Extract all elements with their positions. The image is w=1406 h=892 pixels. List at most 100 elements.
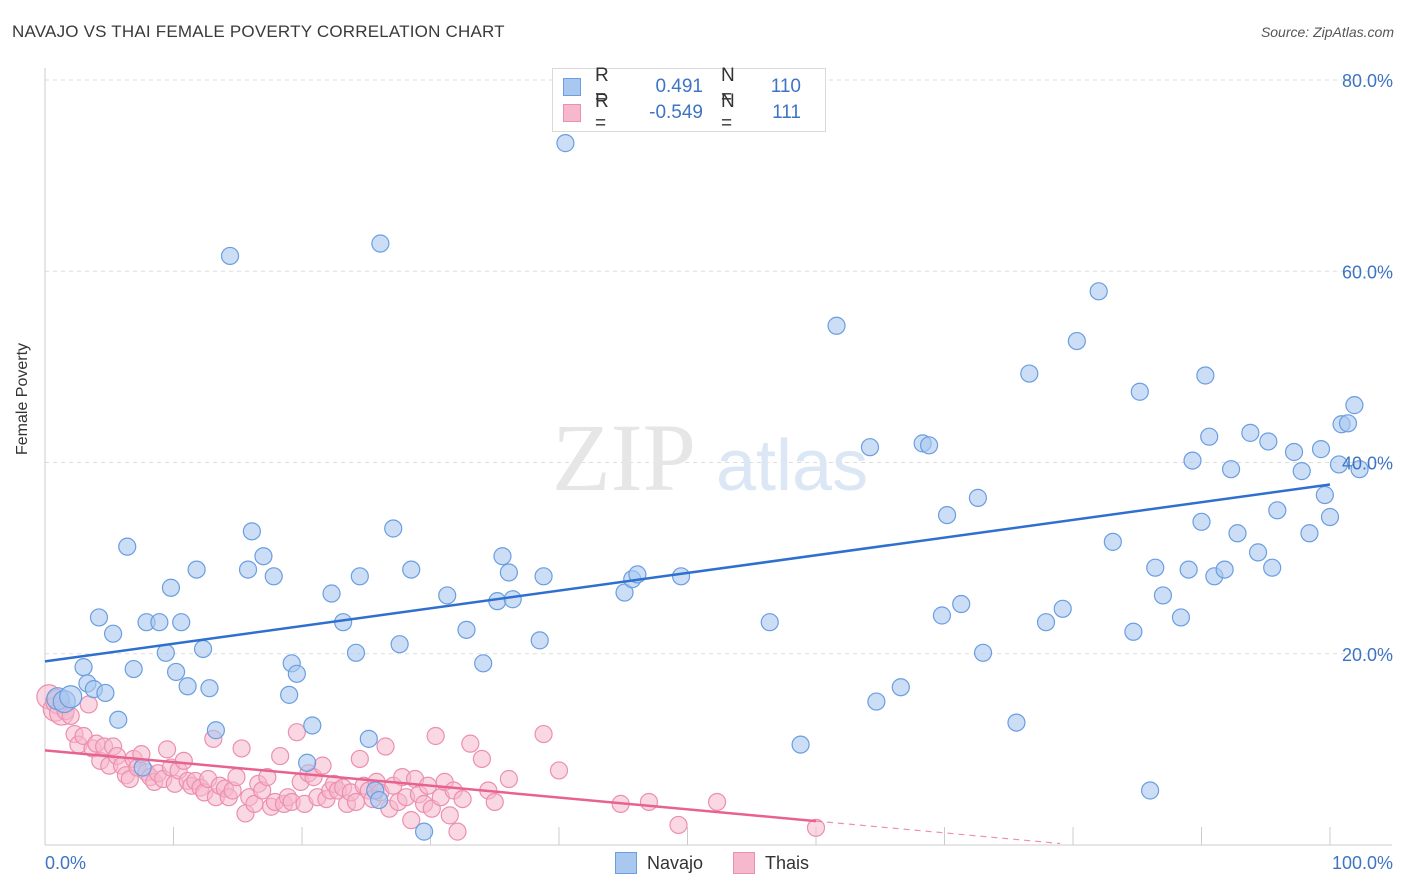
navajo-point xyxy=(1200,427,1219,446)
navajo-point xyxy=(109,710,128,729)
navajo-point xyxy=(1329,455,1349,474)
thai-point xyxy=(232,739,251,758)
navajo-point xyxy=(1263,558,1282,577)
navajo-point xyxy=(919,436,939,455)
thai-point xyxy=(461,734,480,753)
trend-lines xyxy=(44,483,1331,845)
navajo-point xyxy=(937,505,957,525)
navajo-point xyxy=(860,438,880,457)
navajo-point xyxy=(968,488,988,507)
navajo-point xyxy=(414,822,434,841)
navajo-point xyxy=(172,613,191,632)
navajo-point xyxy=(238,560,258,579)
navajo-point xyxy=(1259,432,1278,451)
x-tick-label-min: 0.0% xyxy=(45,853,86,873)
navajo-point xyxy=(124,659,143,679)
navajo-point xyxy=(1036,613,1056,632)
navajo-point xyxy=(104,624,123,643)
y-tick-label: 20.0% xyxy=(1342,645,1393,665)
tick-labels: 20.0% 40.0% 60.0% 80.0% 0.0% 100.0% xyxy=(45,71,1393,873)
navajo-point xyxy=(973,643,993,662)
navajo-point xyxy=(671,567,691,586)
legend-swatch-navajo xyxy=(563,78,581,96)
legend-item-navajo[interactable]: Navajo xyxy=(615,852,703,874)
navajo-point xyxy=(1315,485,1334,505)
navajo-point xyxy=(1130,382,1149,401)
navajo-point xyxy=(1153,586,1173,605)
legend-swatch-thais xyxy=(733,852,756,874)
navajo-point xyxy=(1311,440,1331,459)
navajo-point xyxy=(534,567,553,586)
series-legend: Navajo Thais xyxy=(615,852,839,874)
chart-title: NAVAJO VS THAI FEMALE POVERTY CORRELATIO… xyxy=(12,22,505,41)
watermark: ZIP atlas xyxy=(552,404,868,511)
navajo-point xyxy=(1196,366,1215,385)
thai-point xyxy=(376,737,395,756)
watermark-atlas: atlas xyxy=(716,426,868,506)
navajo-point xyxy=(438,586,457,605)
navajo-point xyxy=(359,729,378,748)
navajo-points xyxy=(46,134,1369,841)
legend-item-thais[interactable]: Thais xyxy=(733,852,809,874)
navajo-point xyxy=(932,606,952,625)
navajo-point xyxy=(1103,532,1122,551)
navajo-point xyxy=(89,608,109,627)
navajo-point xyxy=(166,662,186,682)
y-tick-label: 40.0% xyxy=(1342,454,1393,474)
thai-point xyxy=(485,792,504,812)
navajo-point xyxy=(242,522,261,541)
navajo-point xyxy=(150,613,169,632)
navajo-point xyxy=(1292,462,1311,481)
navajo-point xyxy=(384,519,403,538)
navajo-point xyxy=(187,560,206,579)
navajo-point xyxy=(1228,524,1247,543)
legend-n-value: 110 xyxy=(770,76,801,97)
thai-point xyxy=(258,768,277,787)
legend-label-navajo: Navajo xyxy=(647,852,704,873)
thai-point xyxy=(549,761,569,780)
navajo-point xyxy=(287,664,306,683)
navajo-point xyxy=(371,234,390,253)
navajo-point xyxy=(118,537,137,556)
navajo-point xyxy=(1345,396,1364,415)
navajo-point xyxy=(1067,331,1086,351)
thai-point xyxy=(174,751,193,770)
navajo-point xyxy=(499,563,518,582)
thai-point xyxy=(79,695,98,714)
thai-point xyxy=(227,768,246,787)
navajo-point xyxy=(133,758,152,777)
navajo-point xyxy=(1183,451,1202,470)
navajo-point xyxy=(1241,423,1260,442)
y-tick-label: 80.0% xyxy=(1342,71,1393,91)
navajo-point xyxy=(193,639,213,659)
navajo-point xyxy=(298,753,317,772)
navajo-point xyxy=(322,584,341,603)
thai-point xyxy=(287,723,306,742)
navajo-point xyxy=(220,246,240,266)
navajo-point xyxy=(1171,608,1191,627)
thai-trend-line xyxy=(44,749,817,823)
navajo-point xyxy=(1007,713,1026,732)
navajo-point xyxy=(1179,560,1198,579)
thai-trend-extension xyxy=(815,820,1061,845)
navajo-point xyxy=(161,578,181,597)
legend-r-value: -0.549 xyxy=(649,102,703,123)
legend-r-value: 0.491 xyxy=(655,76,703,97)
legend-n-value: 111 xyxy=(772,102,801,123)
navajo-point xyxy=(346,643,366,662)
legend-swatch-thai xyxy=(563,104,581,122)
navajo-trend-line xyxy=(44,483,1331,663)
navajo-point xyxy=(59,685,83,709)
navajo-point xyxy=(615,583,634,602)
thai-points xyxy=(36,684,826,841)
legend-row-navajo: R = 0.491 N = 110 xyxy=(563,65,801,108)
navajo-point xyxy=(200,679,219,698)
thai-point xyxy=(440,806,459,825)
thai-point xyxy=(350,749,369,769)
navajo-point xyxy=(1089,282,1108,301)
navajo-point xyxy=(493,547,512,566)
navajo-point xyxy=(1146,558,1165,577)
navajo-point xyxy=(1350,460,1369,479)
navajo-point xyxy=(1268,501,1287,520)
